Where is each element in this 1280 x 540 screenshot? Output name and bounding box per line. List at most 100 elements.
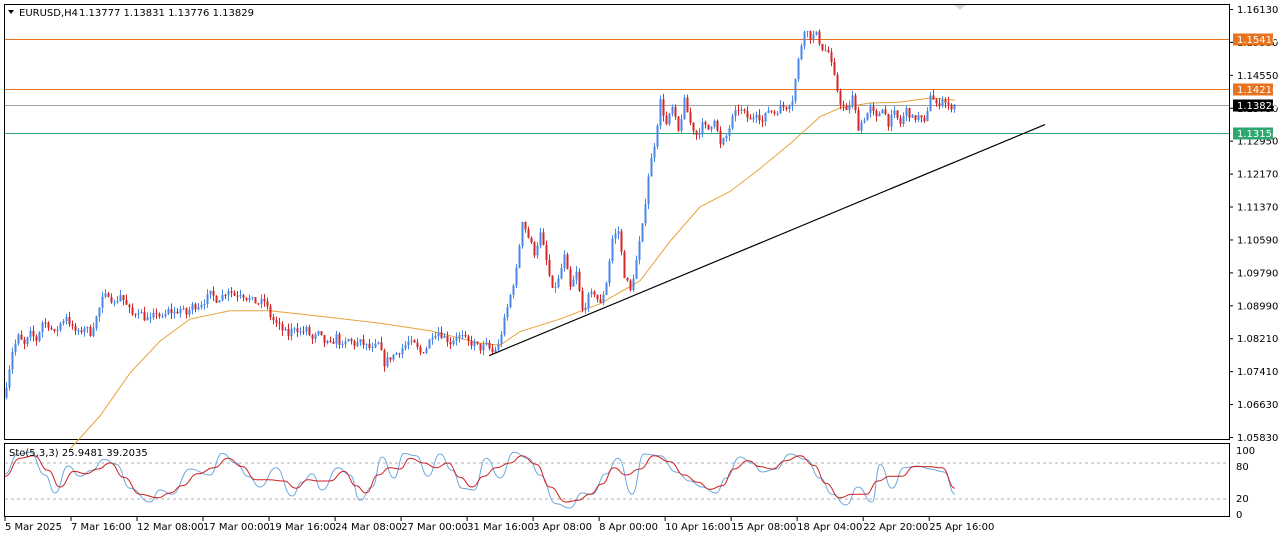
candle-body: [794, 79, 797, 102]
candle-body: [350, 339, 353, 342]
candle-body: [563, 254, 566, 269]
candle-body: [449, 342, 452, 345]
candle-body: [197, 307, 200, 310]
candle-body: [638, 241, 641, 260]
candle-body: [485, 342, 488, 345]
candle-body: [302, 331, 305, 333]
candle-body: [869, 106, 872, 113]
time-tick-label: 17 Mar 00:00: [203, 522, 270, 533]
candle-body: [143, 312, 146, 321]
candle-body: [683, 97, 686, 120]
candle-body: [173, 311, 176, 314]
candle-body: [323, 335, 326, 344]
candle-body: [464, 334, 467, 337]
candle-body: [668, 113, 671, 125]
candle-body: [482, 344, 485, 351]
candle-body: [332, 341, 335, 344]
candle-body: [317, 331, 320, 335]
candle-body: [236, 295, 239, 297]
candle-body: [353, 341, 356, 346]
candle-body: [674, 106, 677, 117]
candle-body: [944, 99, 947, 103]
price-axis[interactable]: 1.161301.153301.145501.137501.129501.121…: [1229, 5, 1278, 444]
candle-body: [707, 124, 710, 130]
candle-body: [290, 328, 293, 337]
candle-body: [209, 290, 212, 295]
stochastic-tick-label: 80: [1236, 462, 1249, 473]
candle-body: [119, 295, 122, 302]
candle-body: [395, 353, 398, 355]
candle-body: [503, 317, 506, 335]
candle-body: [551, 275, 554, 288]
candle-body: [830, 52, 833, 63]
candle-body: [902, 116, 905, 124]
candle-body: [260, 298, 263, 304]
candle-body: [611, 238, 614, 262]
candle-body: [107, 293, 110, 297]
trendline[interactable]: [488, 124, 1046, 357]
stochastic-axis: 100 80 20 0: [1236, 446, 1255, 521]
candle-body: [170, 309, 173, 314]
candle-body: [527, 229, 530, 238]
candle-body: [494, 349, 497, 353]
candle-body: [758, 114, 761, 121]
candle-body: [941, 99, 944, 106]
candle-body: [872, 106, 875, 111]
candle-body: [113, 302, 116, 304]
candle-body: [254, 297, 257, 304]
candle-body: [572, 279, 575, 287]
candle-body: [797, 59, 800, 80]
candle-body: [500, 334, 503, 344]
candle-body: [488, 342, 491, 349]
candle-body: [800, 45, 803, 60]
candle-body: [539, 232, 542, 246]
candle-body: [422, 352, 425, 354]
candle-body: [137, 313, 140, 315]
price-tags: 1.15410 1.14216 1.13829 1.13154: [1233, 33, 1278, 140]
candle-body: [149, 317, 152, 319]
candle-body: [263, 298, 266, 302]
candle-body: [329, 340, 332, 342]
candle-body: [386, 357, 389, 367]
candle-body: [428, 339, 431, 349]
candle-body: [746, 110, 749, 118]
candle-body: [665, 115, 668, 125]
moving-average-line: [69, 97, 956, 450]
candle-body: [512, 285, 515, 295]
candle-body: [812, 34, 815, 40]
candle-body: [455, 337, 458, 341]
candle-body: [335, 334, 338, 344]
candle-body: [215, 295, 218, 303]
symbol-menu-triangle-icon[interactable]: [8, 10, 14, 14]
candle-body: [359, 339, 362, 343]
candle-body: [608, 261, 611, 284]
candle-body: [560, 268, 563, 279]
candle-body: [437, 332, 440, 337]
time-axis[interactable]: 5 Mar 2025 7 Mar 16:00 12 Mar 08:00 17 Mar …: [4, 517, 994, 533]
candle-body: [104, 293, 107, 297]
candle-body: [854, 95, 857, 111]
stochastic-level-lines: [5, 462, 1229, 500]
candle-body: [128, 304, 131, 308]
candle-body: [230, 291, 233, 293]
price-tick-label: 1.07410: [1237, 367, 1278, 378]
candle-body: [656, 125, 659, 147]
candle-body: [326, 340, 329, 344]
candle-body: [701, 122, 704, 134]
scroll-marker-icon[interactable]: [954, 5, 966, 10]
candle-body: [8, 369, 11, 388]
candle-body: [347, 339, 350, 342]
price-tag-label: 1.14216: [1237, 85, 1278, 96]
candle-body: [737, 110, 740, 112]
candle-body: [725, 135, 728, 139]
candle-body: [308, 327, 311, 336]
candle-body: [296, 328, 299, 333]
candle-body: [881, 109, 884, 114]
candle-body: [818, 31, 821, 44]
candle-body: [38, 332, 41, 341]
stochastic-tick-label: 0: [1236, 510, 1242, 521]
candle-body: [458, 335, 461, 338]
time-tick-label: 15 Apr 08:00: [731, 522, 796, 533]
candle-body: [200, 304, 203, 308]
